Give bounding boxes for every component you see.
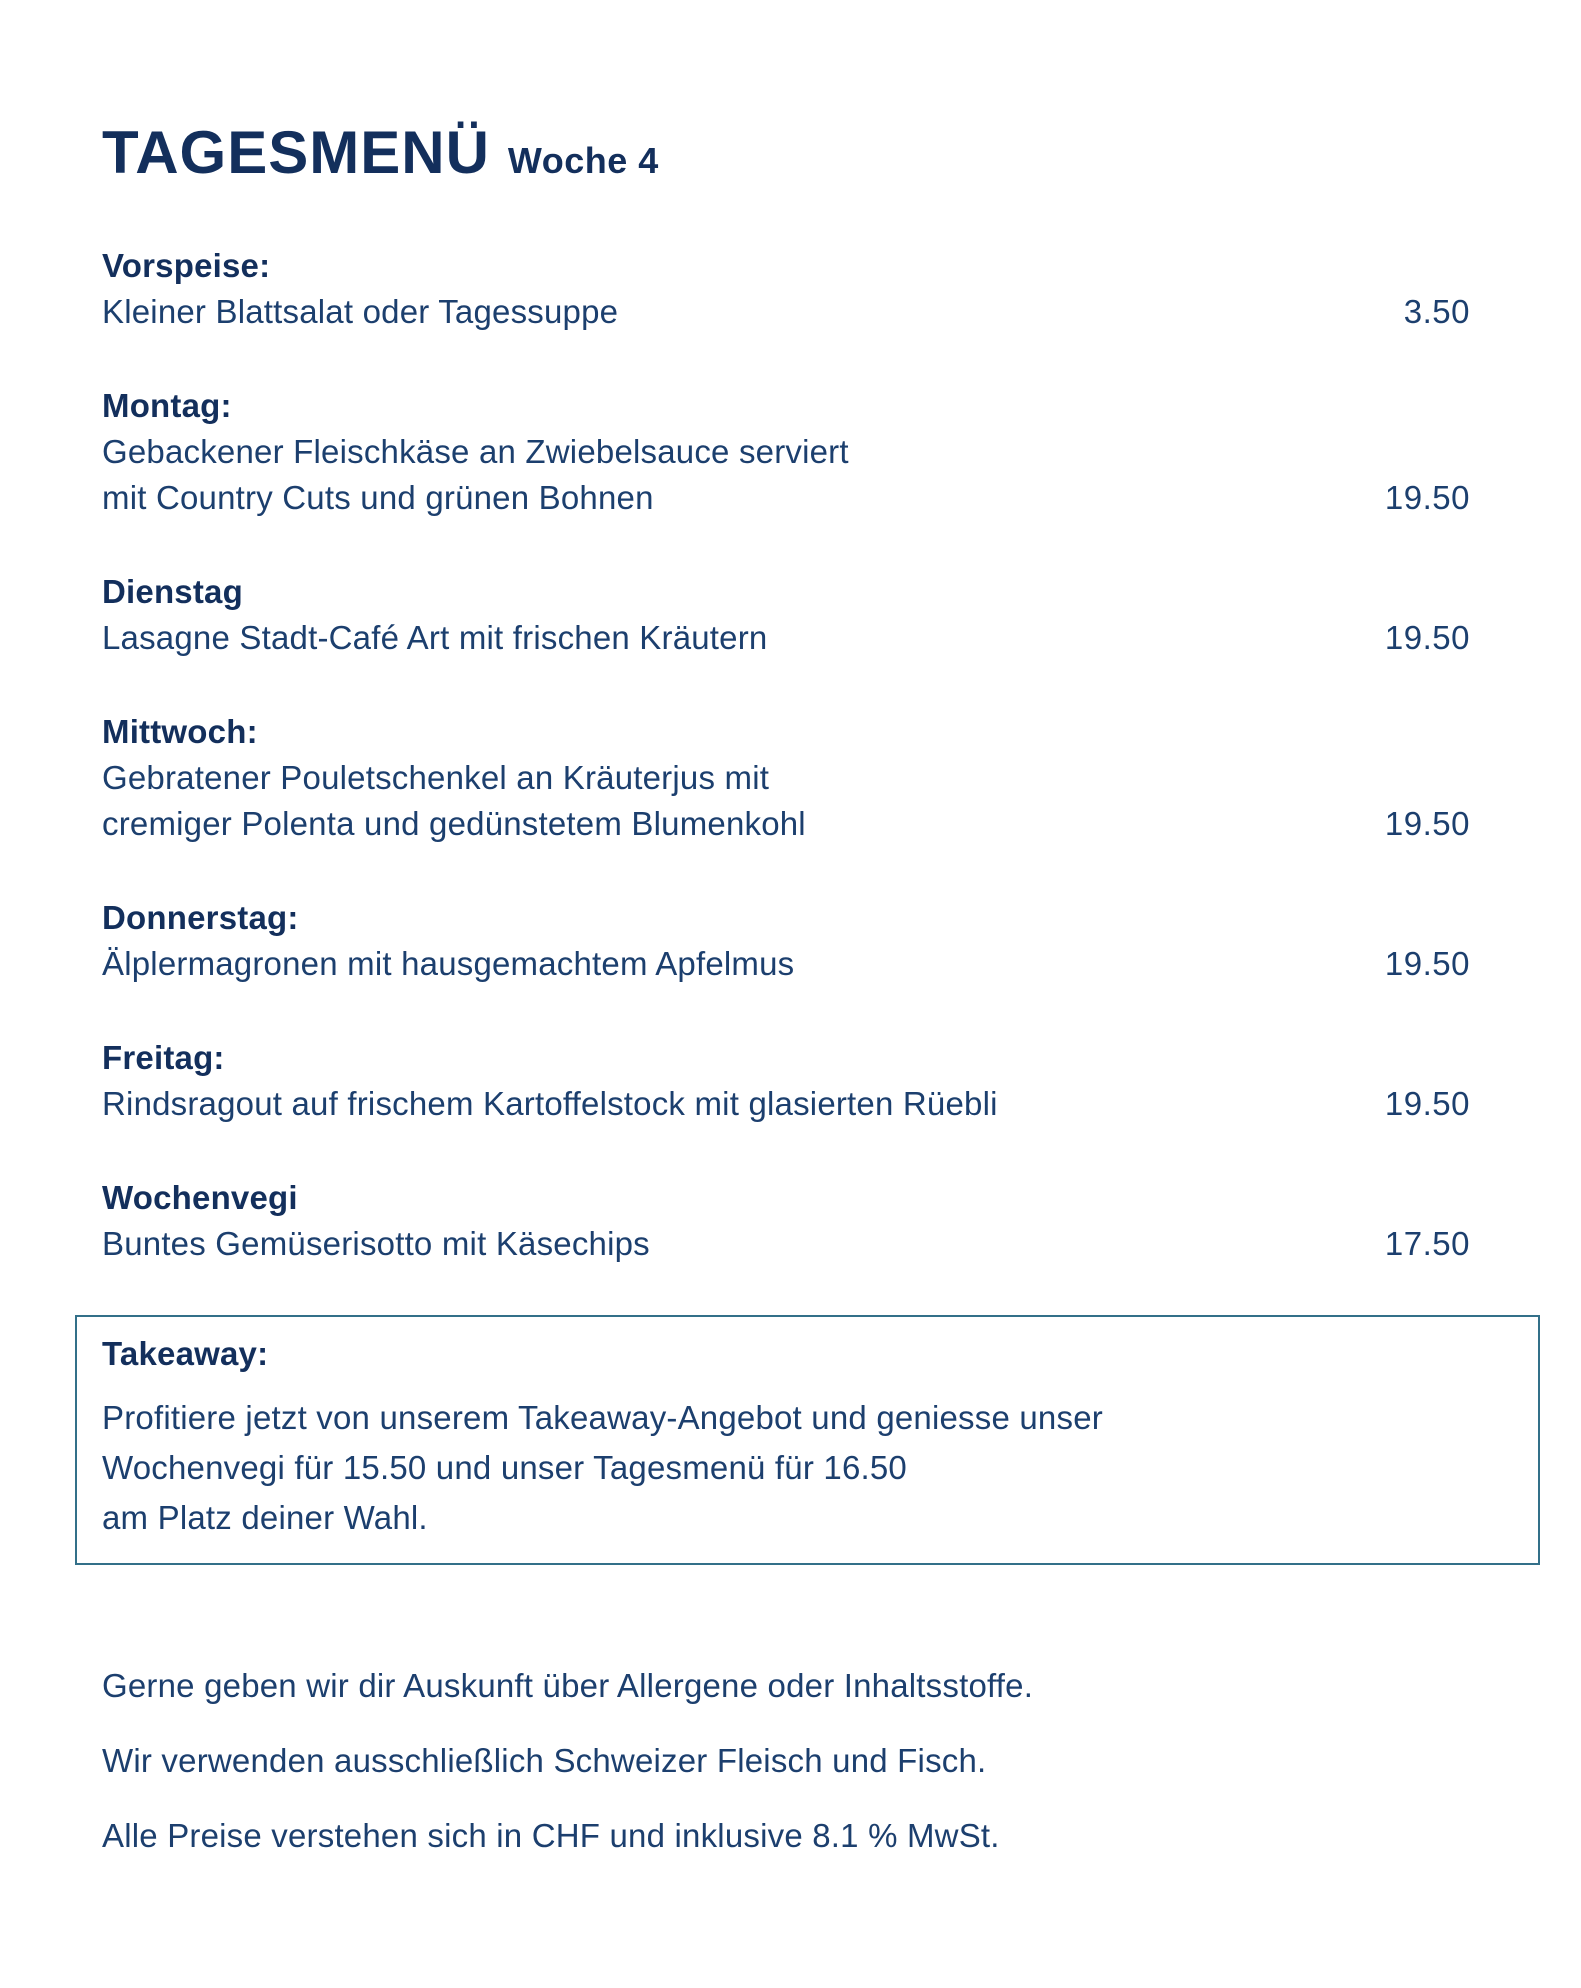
footer-notes: Gerne geben wir dir Auskunft über Allerg… <box>102 1663 1470 1859</box>
page-header: TAGESMENÜ Woche 4 <box>102 118 1470 187</box>
menu-item-description: Buntes Gemüserisotto mit Käsechips <box>102 1221 1355 1267</box>
menu-item-price: 19.50 <box>1384 479 1470 516</box>
takeaway-text-line: Profitiere jetzt von unserem Takeaway-An… <box>102 1399 1103 1436</box>
menu-section-freitag: Freitag: Rindsragout auf frischem Kartof… <box>102 1035 1470 1127</box>
menu-item-description: Gebratener Pouletschenkel an Kräuterjus … <box>102 755 1355 847</box>
menu-item-row: Lasagne Stadt-Café Art mit frischen Kräu… <box>102 615 1470 661</box>
menu-item-row: Gebratener Pouletschenkel an Kräuterjus … <box>102 755 1470 847</box>
menu-item-row: Rindsragout auf frischem Kartoffelstock … <box>102 1081 1470 1127</box>
menu-item-line: Gebackener Fleischkäse an Zwiebelsauce s… <box>102 433 849 470</box>
menu-item-price: 19.50 <box>1384 805 1470 842</box>
menu-item-row: Gebackener Fleischkäse an Zwiebelsauce s… <box>102 429 1470 521</box>
section-heading: Freitag: <box>102 1039 225 1076</box>
menu-section-wochenvegi: Wochenvegi Buntes Gemüserisotto mit Käse… <box>102 1175 1470 1267</box>
menu-item-row: Kleiner Blattsalat oder Tagessuppe 3.50 <box>102 289 1470 335</box>
section-heading: Vorspeise: <box>102 247 271 284</box>
menu-item-price: 19.50 <box>1384 945 1470 982</box>
takeaway-text-line: Wochenvegi für 15.50 und unser Tagesmenü… <box>102 1449 907 1486</box>
menu-item-row: Älplermagronen mit hausgemachtem Apfelmu… <box>102 941 1470 987</box>
section-heading: Wochenvegi <box>102 1179 298 1216</box>
menu-item-line: Rindsragout auf frischem Kartoffelstock … <box>102 1085 998 1122</box>
menu-item-price: 19.50 <box>1384 619 1470 656</box>
takeaway-box: Takeaway: Profitiere jetzt von unserem T… <box>75 1315 1540 1565</box>
menu-section-montag: Montag: Gebackener Fleischkäse an Zwiebe… <box>102 383 1470 521</box>
menu-item-line: Buntes Gemüserisotto mit Käsechips <box>102 1225 650 1262</box>
footer-note-vat: Alle Preise verstehen sich in CHF und in… <box>102 1817 1000 1854</box>
menu-section-vorspeise: Vorspeise: Kleiner Blattsalat oder Tages… <box>102 243 1470 335</box>
menu-item-description: Lasagne Stadt-Café Art mit frischen Kräu… <box>102 615 1355 661</box>
menu-item-line: Gebratener Pouletschenkel an Kräuterjus … <box>102 759 770 796</box>
page-title: TAGESMENÜ <box>102 119 490 186</box>
menu-item-line: mit Country Cuts und grünen Bohnen <box>102 479 654 516</box>
takeaway-heading: Takeaway: <box>102 1335 269 1372</box>
menu-section-dienstag: Dienstag Lasagne Stadt-Café Art mit fris… <box>102 569 1470 661</box>
menu-item-description: Kleiner Blattsalat oder Tagessuppe <box>102 289 1374 335</box>
menu-item-row: Buntes Gemüserisotto mit Käsechips 17.50 <box>102 1221 1470 1267</box>
menu-section-donnerstag: Donnerstag: Älplermagronen mit hausgemac… <box>102 895 1470 987</box>
section-heading: Mittwoch: <box>102 713 258 750</box>
menu-item-description: Gebackener Fleischkäse an Zwiebelsauce s… <box>102 429 1355 521</box>
footer-note-allergens: Gerne geben wir dir Auskunft über Allerg… <box>102 1667 1034 1704</box>
menu-item-price: 19.50 <box>1384 1085 1470 1122</box>
menu-item-price: 17.50 <box>1384 1225 1470 1262</box>
menu-item-price: 3.50 <box>1403 293 1470 330</box>
takeaway-text-line: am Platz deiner Wahl. <box>102 1499 428 1536</box>
section-heading: Dienstag <box>102 573 243 610</box>
menu-item-line: Älplermagronen mit hausgemachtem Apfelmu… <box>102 945 795 982</box>
section-heading: Donnerstag: <box>102 899 299 936</box>
menu-item-line: Lasagne Stadt-Café Art mit frischen Kräu… <box>102 619 768 656</box>
menu-section-mittwoch: Mittwoch: Gebratener Pouletschenkel an K… <box>102 709 1470 847</box>
footer-note-origin: Wir verwenden ausschließlich Schweizer F… <box>102 1742 987 1779</box>
menu-item-description: Älplermagronen mit hausgemachtem Apfelmu… <box>102 941 1355 987</box>
menu-list: Vorspeise: Kleiner Blattsalat oder Tages… <box>75 243 1540 1859</box>
menu-item-description: Rindsragout auf frischem Kartoffelstock … <box>102 1081 1355 1127</box>
menu-item-line: Kleiner Blattsalat oder Tagessuppe <box>102 293 619 330</box>
page-subtitle: Woche 4 <box>507 140 659 181</box>
section-heading: Montag: <box>102 387 232 424</box>
menu-item-line: cremiger Polenta und gedünstetem Blumenk… <box>102 805 806 842</box>
